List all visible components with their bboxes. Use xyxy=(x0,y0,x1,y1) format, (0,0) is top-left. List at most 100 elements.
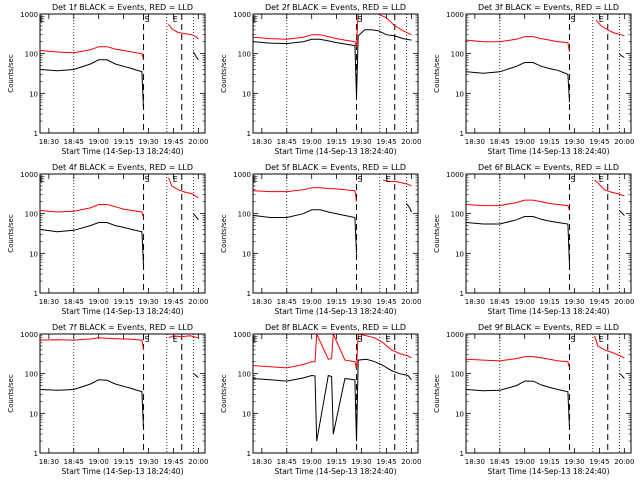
y-tick-label: 1000 xyxy=(20,331,38,339)
event-annotation: E xyxy=(173,175,178,184)
y-tick-label: 1 xyxy=(460,130,464,138)
y-tick-label: 100 xyxy=(238,51,251,59)
x-tick-label: 18:45 xyxy=(277,458,297,466)
series-line xyxy=(40,177,199,218)
series-line xyxy=(466,19,625,53)
x-tick-label: 19:45 xyxy=(163,138,183,146)
y-tick-label: 1000 xyxy=(20,171,38,179)
x-tick-label: 19:45 xyxy=(376,458,396,466)
x-tick-label: 19:30 xyxy=(138,138,158,146)
series-line xyxy=(253,179,412,202)
event-annotation: E xyxy=(173,15,178,24)
x-tick-label: 18:30 xyxy=(465,458,485,466)
x-tick-label: 18:30 xyxy=(39,138,59,146)
x-tick-label: 18:30 xyxy=(39,298,59,306)
y-tick-label: 100 xyxy=(238,211,251,219)
x-tick-label: 19:15 xyxy=(114,458,134,466)
y-tick-label: 100 xyxy=(451,211,464,219)
x-tick-label: 19:15 xyxy=(114,138,134,146)
event-annotation: S xyxy=(571,175,576,184)
chart-panel: Det 9f BLACK = Events, RED = LLD Counts/s… xyxy=(433,323,634,476)
chart-title: Det 4f BLACK = Events, RED = LLD xyxy=(52,163,193,172)
x-tick-label: 19:30 xyxy=(351,138,371,146)
x-tick-label: 18:30 xyxy=(252,138,272,146)
y-axis-label: Counts/sec xyxy=(220,374,228,413)
x-axis-label: Start Time (14-Sep-13 18:24:40) xyxy=(275,467,397,476)
event-annotation: E xyxy=(599,335,604,344)
event-annotation: E xyxy=(599,15,604,24)
x-tick-label: 19:45 xyxy=(589,458,609,466)
y-tick-label: 100 xyxy=(451,371,464,379)
series-line xyxy=(253,14,412,47)
event-annotation: S xyxy=(571,335,576,344)
y-tick-label: 10 xyxy=(455,410,464,418)
chart-title: Det 6f BLACK = Events, RED = LLD xyxy=(478,163,619,172)
chart-title: Det 3f BLACK = Events, RED = LLD xyxy=(478,3,619,12)
event-annotation: E xyxy=(599,175,604,184)
x-tick-label: 19:15 xyxy=(114,298,134,306)
event-annotation: S xyxy=(358,15,363,24)
x-tick-label: 19:15 xyxy=(540,458,560,466)
event-annotation: E xyxy=(40,175,45,184)
x-tick-label: 18:30 xyxy=(465,298,485,306)
y-axis-label: Counts/sec xyxy=(7,374,15,413)
x-axis-label: Start Time (14-Sep-13 18:24:40) xyxy=(275,307,397,316)
y-tick-label: 10 xyxy=(455,90,464,98)
y-tick-label: 10 xyxy=(29,410,38,418)
y-tick-label: 10 xyxy=(29,250,38,258)
y-axis-label: Counts/sec xyxy=(7,214,15,253)
event-annotation: E xyxy=(40,15,45,24)
y-tick-label: 100 xyxy=(25,211,38,219)
series-line xyxy=(253,29,412,98)
event-annotation: S xyxy=(145,15,150,24)
x-tick-label: 19:00 xyxy=(515,298,535,306)
x-tick-label: 20:00 xyxy=(401,298,421,306)
x-tick-label: 19:45 xyxy=(589,298,609,306)
y-tick-label: 1000 xyxy=(20,11,38,19)
x-tick-label: 19:00 xyxy=(302,138,322,146)
y-tick-label: 1 xyxy=(247,450,251,458)
chart-title: Det 8f BLACK = Events, RED = LLD xyxy=(265,323,406,332)
y-tick-label: 10 xyxy=(242,410,251,418)
series-line xyxy=(466,210,625,266)
chart-panel: Det 7f BLACK = Events, RED = LLD Counts/s… xyxy=(7,323,208,476)
y-tick-label: 1000 xyxy=(233,11,251,19)
x-tick-label: 20:00 xyxy=(188,138,208,146)
x-axis-label: Start Time (14-Sep-13 18:24:40) xyxy=(275,147,397,156)
x-axis-label: Start Time (14-Sep-13 18:24:40) xyxy=(488,467,610,476)
y-tick-label: 1 xyxy=(247,130,251,138)
series-line xyxy=(253,334,412,370)
x-tick-label: 18:45 xyxy=(64,138,84,146)
x-tick-label: 19:45 xyxy=(163,458,183,466)
x-tick-label: 19:00 xyxy=(302,458,322,466)
plot-frame xyxy=(465,173,632,294)
chart-title: Det 7f BLACK = Events, RED = LLD xyxy=(52,323,193,332)
x-tick-label: 19:45 xyxy=(589,138,609,146)
y-tick-label: 1 xyxy=(34,290,38,298)
x-tick-label: 18:45 xyxy=(490,298,510,306)
y-axis-label: Counts/sec xyxy=(433,54,441,93)
series-line xyxy=(40,51,199,110)
event-annotation: E xyxy=(253,175,258,184)
x-axis-label: Start Time (14-Sep-13 18:24:40) xyxy=(488,307,610,316)
x-tick-label: 20:00 xyxy=(614,138,634,146)
x-tick-label: 20:00 xyxy=(614,298,634,306)
x-tick-label: 19:30 xyxy=(138,458,158,466)
plot-frame xyxy=(465,13,632,134)
series-line xyxy=(253,203,412,254)
y-axis-label: Counts/sec xyxy=(220,54,228,93)
x-tick-label: 18:45 xyxy=(64,298,84,306)
x-tick-label: 18:45 xyxy=(64,458,84,466)
y-axis-label: Counts/sec xyxy=(7,54,15,93)
series-line xyxy=(40,335,199,350)
y-axis-label: Counts/sec xyxy=(220,214,228,253)
y-tick-label: 1000 xyxy=(446,11,464,19)
x-tick-label: 19:45 xyxy=(163,298,183,306)
x-tick-label: 19:45 xyxy=(376,298,396,306)
y-tick-label: 100 xyxy=(25,51,38,59)
x-tick-label: 20:00 xyxy=(188,298,208,306)
event-annotation: E xyxy=(253,15,258,24)
plot-frame xyxy=(252,173,419,294)
x-tick-label: 18:30 xyxy=(39,458,59,466)
x-tick-label: 19:30 xyxy=(351,458,371,466)
